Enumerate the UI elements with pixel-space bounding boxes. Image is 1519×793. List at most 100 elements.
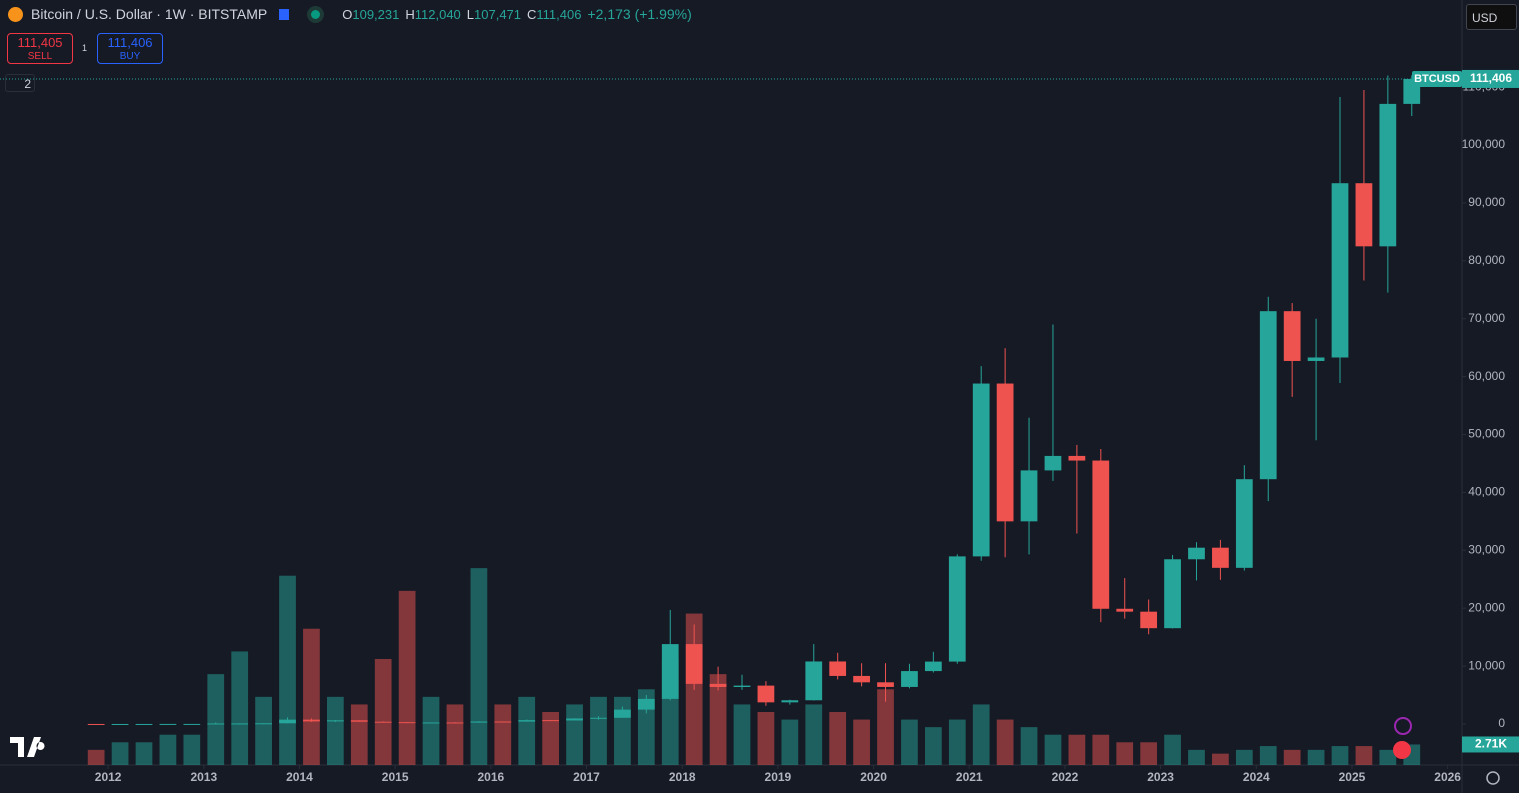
candle-body: [948, 556, 966, 662]
candle-body: [757, 685, 775, 703]
candle-body: [350, 720, 368, 722]
flag[interactable]: [279, 8, 290, 20]
candle-body: [614, 709, 631, 718]
volume-bar: [901, 719, 918, 765]
volume-bar: [1379, 749, 1397, 765]
buy-button[interactable]: 111,406 BUY: [97, 33, 163, 64]
volume-bar: [111, 742, 129, 765]
candle-body: [135, 723, 153, 725]
candle-body: [1379, 103, 1397, 247]
status: [311, 9, 321, 19]
y-tick-label: 40,000: [1468, 485, 1505, 499]
event-icon: [1393, 741, 1411, 759]
volume-bar: [87, 749, 105, 765]
symbol-tag-bg: [1412, 70, 1462, 87]
volume-bar: [470, 568, 488, 765]
volume-bar: [1164, 734, 1181, 765]
volume-bar: [326, 696, 344, 765]
volume-bar: [398, 590, 416, 765]
y-tick-label: 0: [1498, 716, 1505, 730]
candle-body: [1307, 357, 1325, 361]
volume-bar: [350, 704, 368, 765]
volume-bar: [422, 696, 440, 765]
volume-bar: [924, 727, 942, 765]
volume-tag-bg: [1462, 736, 1519, 753]
candle-body: [1068, 455, 1086, 461]
candle-body: [637, 698, 655, 710]
sell-price: 111,405: [17, 35, 63, 50]
x-tick-label: 2026: [1434, 770, 1461, 784]
volume-bar: [1283, 749, 1301, 765]
volume-bar: [1307, 749, 1325, 765]
buy-label: BUY: [119, 51, 141, 62]
candle-body: [781, 700, 799, 703]
volume-bar: [494, 704, 512, 765]
x-tick-label: 2013: [190, 770, 217, 784]
candle-body: [446, 722, 464, 724]
volume-bar: [877, 689, 894, 765]
sell-button[interactable]: 111,405 SELL: [7, 33, 73, 64]
y-tick-label: 70,000: [1468, 311, 1505, 325]
candle-body: [494, 721, 512, 723]
candle-body: [279, 719, 296, 724]
volume-bar: [374, 659, 392, 765]
candle-body: [303, 719, 320, 722]
x-tick-label: 2015: [382, 770, 409, 784]
volume-bar: [303, 628, 320, 765]
symbol-tag: BTCUSD: [1414, 73, 1460, 85]
volume-bar: [255, 696, 272, 765]
volume-bar: [542, 712, 560, 765]
candle-body: [231, 723, 249, 725]
ohlc-item: C111,406: [527, 7, 581, 22]
ohlc-key: C: [527, 7, 537, 22]
candle-body: [805, 661, 823, 701]
y-tick-label: 20,000: [1468, 600, 1505, 614]
candle-body: [829, 661, 847, 676]
volume-bar: [279, 575, 296, 765]
volume-bar: [853, 719, 870, 765]
candle-body: [709, 683, 727, 688]
volume-bar: [1068, 734, 1086, 765]
buy-price: 111,406: [107, 35, 153, 50]
ohlc-value: 107,471: [474, 7, 522, 22]
candle-body: [1259, 311, 1277, 480]
ohlc-key: L: [466, 7, 475, 22]
x-tick-label: 2021: [956, 770, 983, 784]
candle-body: [924, 661, 942, 672]
candle-body: [1044, 455, 1062, 471]
candle-body: [972, 383, 990, 557]
y-tick-label: 90,000: [1468, 195, 1505, 209]
volume-bar: [948, 719, 966, 765]
price-tag: 111,406: [1470, 71, 1512, 85]
volume-bar: [757, 712, 775, 765]
candle-body: [1140, 611, 1158, 629]
candle-body: [111, 723, 129, 725]
candle-body: [1355, 183, 1373, 247]
volume-bar: [159, 734, 177, 765]
candle-body: [901, 671, 918, 687]
x-tick-label: 2018: [669, 770, 696, 784]
volume-bar: [829, 712, 847, 765]
volume-bar: [231, 651, 249, 765]
currency-select[interactable]: USD: [1466, 4, 1517, 30]
symbol[interactable]: Bitcoin / U.S. Dollar · 1W · BITSTAMP: [31, 6, 268, 22]
ohlc-item: H112,040: [405, 7, 460, 22]
candle-body: [1283, 311, 1301, 361]
candle-body: [566, 718, 583, 721]
x-tick-label: 2024: [1243, 770, 1270, 784]
y-tick-label: 100,000: [1462, 137, 1506, 151]
x-tick-label: 2025: [1339, 770, 1366, 784]
ohlc-value: 109,231: [352, 7, 400, 22]
coin-icon: [8, 6, 23, 22]
header: Bitcoin / U.S. Dollar · 1W · BITSTAMP O1…: [8, 6, 692, 22]
x-tick-label: 2012: [95, 770, 122, 784]
volume-bar: [781, 719, 799, 765]
volume-bar: [135, 742, 153, 765]
panes-toggle[interactable]: 2: [5, 74, 35, 92]
candle-body: [733, 685, 751, 688]
candle-body: [1116, 608, 1134, 612]
sell-label: SELL: [27, 51, 53, 62]
volume-bar: [1020, 727, 1038, 765]
candle-body: [183, 723, 201, 725]
